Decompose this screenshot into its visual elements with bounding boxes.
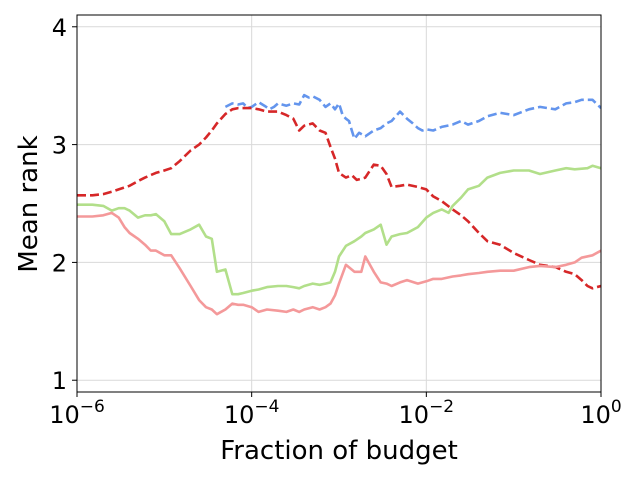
series-line-3 [77,164,601,296]
x-tick-label: 10−6 [49,397,105,429]
series-line-2 [77,106,601,290]
grid-lines [76,15,602,392]
x-tick-label: 100 [580,397,621,429]
plot-frame [76,14,602,393]
x-tick-label: 10−2 [399,397,455,429]
x-tick-label: 10−4 [224,397,280,429]
y-tick-label: 4 [52,14,67,42]
series-line-1 [224,93,601,140]
y-tick-label: 3 [52,132,67,160]
y-axis-label: Mean rank [14,135,44,272]
axis-ticks: 10−6 10−4 10−2 100 1 2 3 4 [49,14,621,429]
x-axis-label: Fraction of budget [220,436,458,466]
series-layer [77,93,601,316]
y-tick-label: 1 [52,367,67,395]
series-line-4 [77,211,601,316]
y-tick-label: 2 [52,249,67,277]
